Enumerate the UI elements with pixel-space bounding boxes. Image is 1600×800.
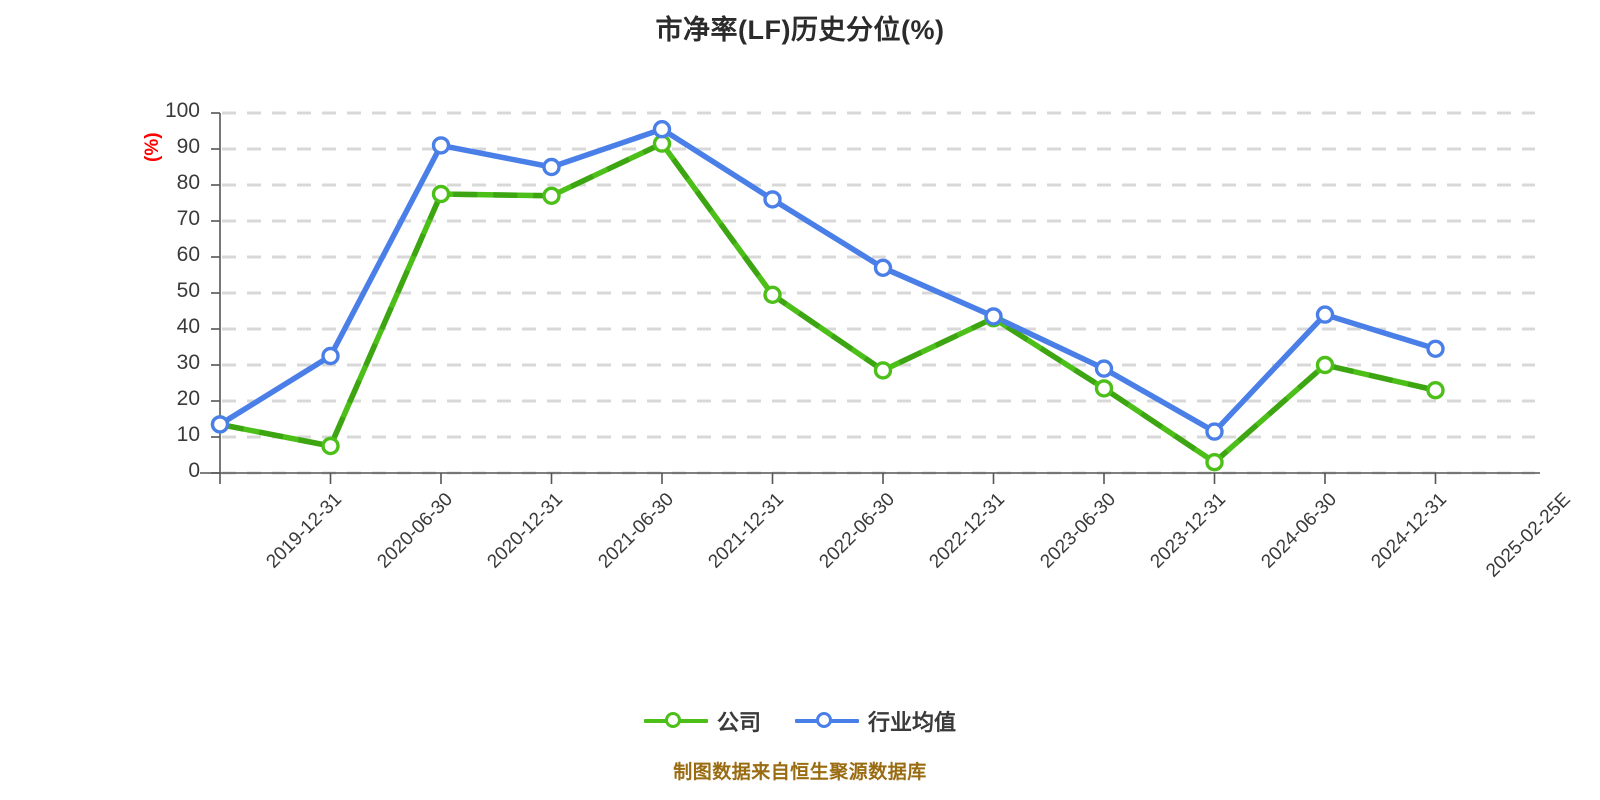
y-tick-label: 40: [176, 315, 200, 338]
y-tick-label: 90: [176, 135, 200, 158]
legend-item-industry-average[interactable]: 行业均值: [795, 705, 956, 737]
series-lines: [217, 126, 1439, 465]
legend-marker-company: [643, 709, 708, 733]
y-tick-label: 80: [176, 171, 200, 194]
y-tick-label: 50: [176, 279, 200, 302]
y-tick-label: 70: [176, 207, 200, 230]
footer-source-note: 制图数据来自恒生聚源数据库: [673, 762, 927, 783]
legend-label-industry-average: 行业均值: [868, 710, 957, 735]
tick-marks: [211, 112, 1437, 484]
y-tick-label: 0: [188, 459, 200, 482]
y-tick-label: 20: [176, 387, 200, 410]
y-tick-label: 30: [176, 351, 200, 374]
y-tick-label: 100: [164, 99, 200, 122]
gridlines: [222, 111, 1535, 475]
chart-title: 市净率(LF)历史分位(%): [655, 15, 945, 45]
legend-item-company[interactable]: 公司: [643, 705, 761, 737]
series-markers: [210, 119, 1445, 472]
y-tick-label: 60: [176, 243, 200, 266]
legend-label-company: 公司: [716, 710, 761, 735]
chart-legend: 公司 行业均值: [0, 700, 1600, 742]
legend-marker-industry-average: [795, 709, 859, 733]
y-tick-label: 10: [176, 423, 200, 446]
